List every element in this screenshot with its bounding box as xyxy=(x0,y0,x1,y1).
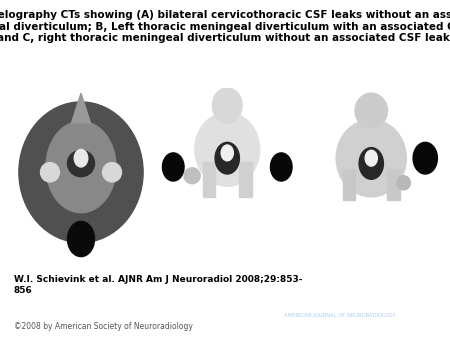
Ellipse shape xyxy=(397,176,410,190)
Ellipse shape xyxy=(40,163,59,182)
Text: AMERICAN JOURNAL OF NEURORADIOLOGY: AMERICAN JOURNAL OF NEURORADIOLOGY xyxy=(284,313,396,318)
Circle shape xyxy=(270,153,292,181)
Bar xyxy=(387,169,400,200)
Circle shape xyxy=(359,148,383,179)
Text: Postmyelography CTs showing (A) bilateral cervicothoracic CSF leaks without an a: Postmyelography CTs showing (A) bilatera… xyxy=(0,10,450,43)
Polygon shape xyxy=(72,93,90,123)
Ellipse shape xyxy=(355,93,387,128)
Circle shape xyxy=(365,150,378,166)
Ellipse shape xyxy=(184,168,200,184)
Circle shape xyxy=(46,121,116,213)
Text: ©2008 by American Society of Neuroradiology: ©2008 by American Society of Neuroradiol… xyxy=(14,322,193,331)
Circle shape xyxy=(413,142,437,174)
Circle shape xyxy=(162,153,184,181)
Ellipse shape xyxy=(336,120,406,197)
Ellipse shape xyxy=(195,113,260,186)
Ellipse shape xyxy=(19,102,143,243)
Text: A: A xyxy=(19,247,27,257)
Text: B: B xyxy=(165,247,174,257)
Ellipse shape xyxy=(68,150,94,177)
Text: AINR: AINR xyxy=(307,284,372,308)
Circle shape xyxy=(215,142,239,174)
Text: C: C xyxy=(309,247,317,257)
Ellipse shape xyxy=(212,88,242,123)
Circle shape xyxy=(68,221,94,257)
Circle shape xyxy=(221,145,234,161)
Bar xyxy=(203,162,215,197)
Text: W.I. Schievink et al. AJNR Am J Neuroradiol 2008;29:853-
856: W.I. Schievink et al. AJNR Am J Neurorad… xyxy=(14,275,302,295)
Bar xyxy=(239,162,252,197)
Bar xyxy=(343,169,355,200)
Circle shape xyxy=(74,149,88,167)
Ellipse shape xyxy=(103,163,122,182)
